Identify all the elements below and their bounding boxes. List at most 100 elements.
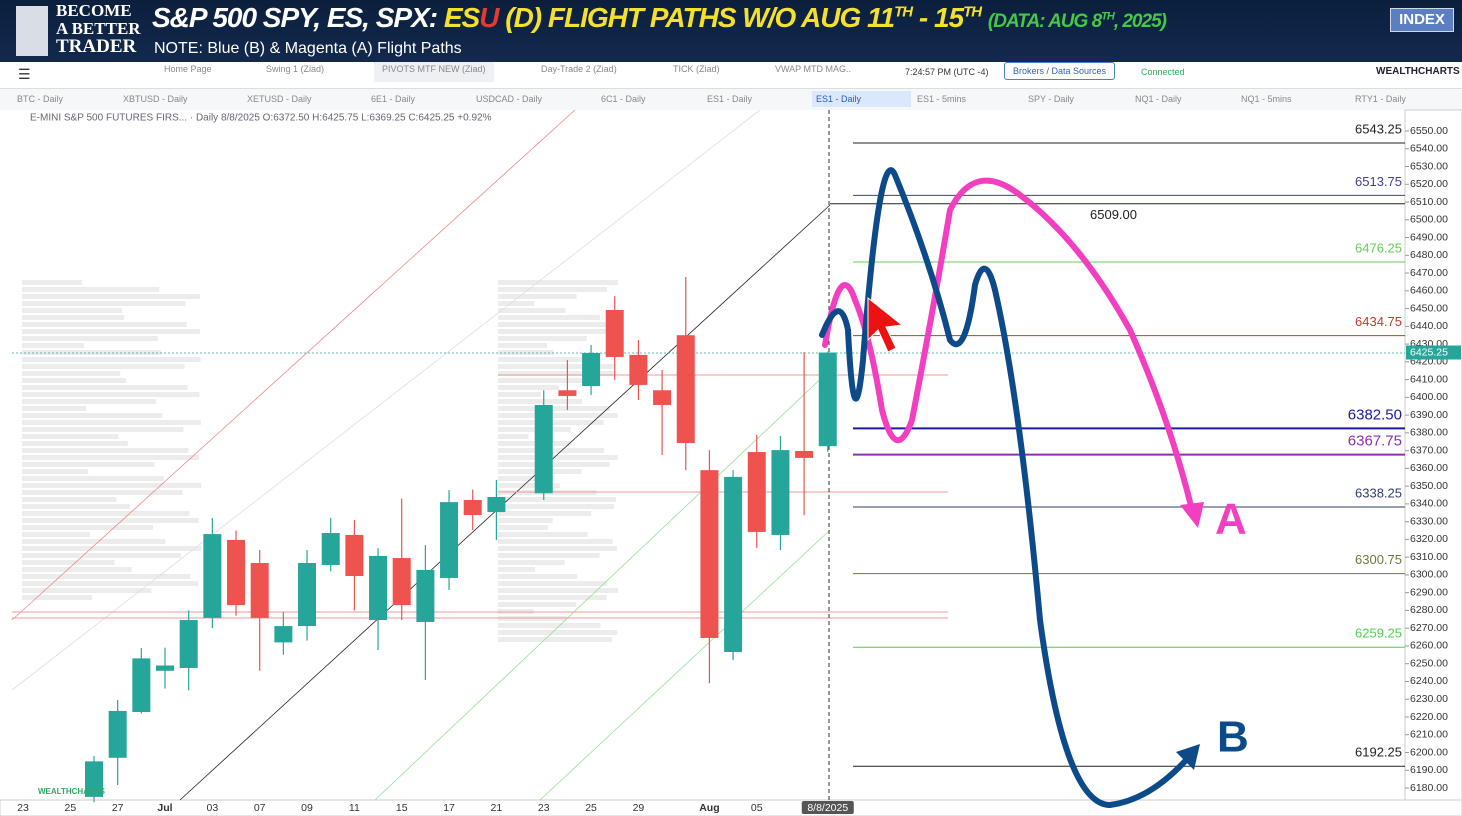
volume-profile bbox=[22, 280, 618, 642]
y-tick-label: 6510.00 bbox=[1410, 196, 1448, 208]
profile-bar bbox=[22, 504, 130, 509]
profile-bar bbox=[498, 315, 601, 320]
profile-bar bbox=[22, 413, 163, 418]
level-label: 6509.00 bbox=[1090, 207, 1137, 222]
symbol-tab[interactable]: 6E1 - Daily bbox=[371, 94, 416, 104]
symbol-tab[interactable]: SPY - Daily bbox=[1028, 94, 1074, 104]
y-tick-label: 6470.00 bbox=[1410, 267, 1448, 279]
candle-body bbox=[487, 496, 506, 513]
x-tick-label: 17 bbox=[443, 802, 455, 814]
profile-bar bbox=[498, 322, 618, 327]
profile-bar bbox=[22, 371, 121, 376]
candle-body bbox=[250, 563, 269, 618]
symbol-tab[interactable]: USDCAD - Daily bbox=[476, 94, 543, 104]
y-tick-label: 6240.00 bbox=[1410, 675, 1448, 687]
channel-line bbox=[11, 109, 576, 621]
profile-bar bbox=[22, 378, 126, 383]
symbol-tab[interactable]: NQ1 - Daily bbox=[1135, 94, 1182, 104]
profile-bar bbox=[498, 588, 618, 593]
y-tick-label: 6340.00 bbox=[1410, 498, 1448, 510]
profile-bar bbox=[22, 462, 155, 467]
candle-body bbox=[724, 476, 743, 652]
profile-bar bbox=[498, 511, 592, 516]
y-tick-label: 6460.00 bbox=[1410, 285, 1448, 297]
profile-bar bbox=[498, 574, 578, 579]
y-tick-label: 6200.00 bbox=[1410, 746, 1448, 758]
profile-bar bbox=[498, 385, 560, 390]
symbol-tab[interactable]: ES1 - 5mins bbox=[917, 94, 967, 104]
logo-line: TRADER bbox=[56, 36, 137, 57]
candle-body bbox=[203, 534, 222, 618]
profile-bar bbox=[22, 539, 166, 544]
x-tick-label: 23 bbox=[538, 802, 550, 814]
level-label: 6382.50 bbox=[1348, 406, 1402, 423]
profile-bar bbox=[22, 448, 189, 453]
y-tick-label: 6260.00 bbox=[1410, 640, 1448, 652]
profile-bar bbox=[498, 504, 615, 509]
profile-bar bbox=[498, 483, 560, 488]
banner: BECOME A BETTER TRADER S&P 500 SPY, ES, … bbox=[0, 0, 1462, 62]
profile-bar bbox=[22, 441, 128, 446]
symbol-tab[interactable]: BTC - Daily bbox=[17, 94, 64, 104]
profile-bar bbox=[22, 567, 132, 572]
level-label: 6513.75 bbox=[1355, 174, 1402, 189]
profile-bar bbox=[22, 385, 188, 390]
profile-bar bbox=[22, 595, 93, 600]
profile-bar bbox=[22, 357, 201, 362]
profile-bar bbox=[22, 406, 87, 411]
index-button[interactable]: INDEX bbox=[1390, 8, 1454, 32]
watermark: WEALTHCHARTS bbox=[38, 787, 106, 796]
candle-body bbox=[605, 309, 624, 358]
candle-body bbox=[85, 761, 103, 797]
tab[interactable]: PIVOTS MTF NEW (Ziad) bbox=[374, 62, 494, 82]
profile-bar bbox=[498, 399, 583, 404]
tab[interactable]: Swing 1 (Ziad) bbox=[266, 64, 325, 74]
price-tag bbox=[1406, 345, 1461, 360]
profile-bar bbox=[498, 567, 536, 572]
profile-bar bbox=[498, 301, 535, 306]
x-tick-label: 25 bbox=[64, 802, 76, 814]
y-tick-label: 6450.00 bbox=[1410, 302, 1448, 314]
candle-body bbox=[771, 450, 790, 535]
profile-bar bbox=[498, 350, 554, 355]
x-tick-label: 15 bbox=[396, 802, 408, 814]
candle-body bbox=[345, 534, 364, 576]
logo: BECOME A BETTER TRADER bbox=[56, 2, 141, 57]
profile-bar bbox=[498, 525, 548, 530]
candle-body bbox=[321, 533, 340, 565]
tab[interactable]: VWAP MTD MAG.. bbox=[775, 64, 852, 74]
symbol-tab[interactable]: XBTUSD - Daily bbox=[123, 94, 188, 104]
symbol-tab[interactable]: RTY1 - Daily bbox=[1355, 94, 1406, 104]
flight-path-a bbox=[822, 177, 1195, 513]
tab[interactable]: Home Page bbox=[164, 64, 212, 74]
y-tick-label: 6540.00 bbox=[1410, 143, 1448, 155]
profile-bar bbox=[22, 322, 187, 327]
profile-bar bbox=[22, 560, 115, 565]
profile-bar bbox=[498, 287, 607, 292]
candle-body bbox=[298, 563, 317, 627]
profile-bar bbox=[498, 602, 576, 607]
profile-bar bbox=[498, 595, 607, 600]
title-main: ESU (D) FLIGHT PATHS W/O AUG 11TH - 15TH bbox=[444, 2, 982, 33]
tab[interactable]: Day-Trade 2 (Ziad) bbox=[541, 64, 617, 74]
symbol-tab[interactable]: ES1 - Daily bbox=[707, 94, 753, 104]
menu-icon[interactable]: ☰ bbox=[18, 66, 31, 82]
profile-bar bbox=[498, 406, 611, 411]
x-tick-label: Jul bbox=[157, 802, 172, 814]
profile-bar bbox=[22, 315, 125, 320]
x-tick-label: 09 bbox=[301, 802, 313, 814]
y-tick-label: 6490.00 bbox=[1410, 231, 1448, 243]
symbol-tab[interactable]: ES1 - Daily bbox=[812, 91, 912, 107]
symbol-tab[interactable]: NQ1 - 5mins bbox=[1241, 94, 1292, 104]
profile-bar bbox=[22, 588, 152, 593]
legend: E-MINI S&P 500 FUTURES FIRS... · Daily 8… bbox=[30, 113, 492, 124]
symbol-tab[interactable]: 6C1 - Daily bbox=[601, 94, 646, 104]
profile-bar bbox=[22, 336, 158, 341]
symbol-tab[interactable]: XETUSD - Daily bbox=[247, 94, 312, 104]
brokers-button[interactable]: Brokers / Data Sources bbox=[1004, 62, 1116, 80]
y-tick-label: 6280.00 bbox=[1410, 604, 1448, 616]
y-tick-label: 6530.00 bbox=[1410, 160, 1448, 172]
tab[interactable]: TICK (Ziad) bbox=[673, 64, 720, 74]
profile-bar bbox=[22, 546, 202, 551]
